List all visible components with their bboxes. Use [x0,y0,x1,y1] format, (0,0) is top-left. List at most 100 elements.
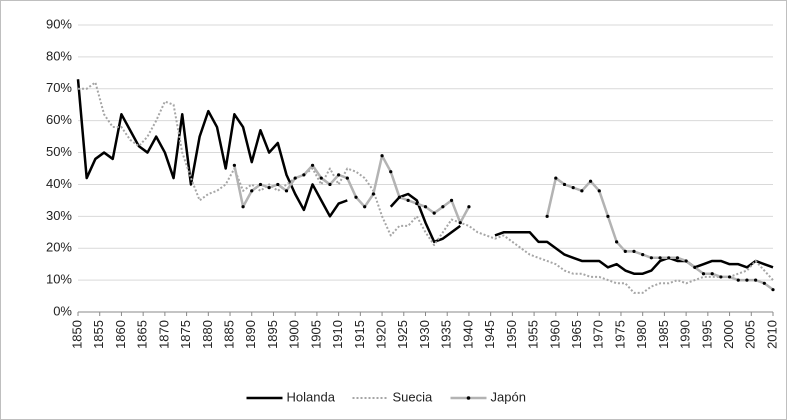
x-tick-label: 1880 [200,320,215,349]
marker [441,205,445,209]
y-tick-label: 50% [46,144,72,159]
x-tick-label: 2000 [721,320,736,349]
marker [745,278,749,282]
marker [380,154,384,158]
marker [580,189,584,193]
x-tick-label: 1995 [699,320,714,349]
marker [250,189,254,193]
x-tick-label: 1860 [113,320,128,349]
x-tick-label: 1975 [612,320,627,349]
marker [354,195,358,199]
marker [771,288,775,292]
marker [406,198,410,202]
marker [371,192,375,196]
marker [545,214,549,218]
marker [693,265,697,269]
marker [754,278,758,282]
marker [727,275,732,279]
x-tick-label: 1905 [308,320,323,349]
y-tick-label: 30% [46,208,72,223]
marker [258,182,263,187]
x-tick-label: 1930 [417,320,432,349]
marker [675,256,680,260]
x-tick-label: 2010 [764,320,779,349]
x-tick-label: 1875 [178,320,193,349]
marker [432,211,436,215]
marker [232,163,236,167]
marker [458,221,462,225]
y-tick-label: 70% [46,80,72,95]
x-tick-label: 1950 [504,320,519,349]
marker [667,256,671,260]
x-tick-label: 1940 [460,320,475,349]
y-tick-label: 80% [46,48,72,63]
y-tick-label: 20% [46,240,72,255]
x-tick-label: 1900 [287,320,302,349]
marker [562,182,567,187]
legend-label: Holanda [287,389,336,404]
marker [328,182,332,187]
x-tick-label: 1925 [395,320,410,349]
marker [658,256,662,260]
marker [293,176,297,180]
x-tick-label: 1960 [547,320,562,349]
x-tick-label: 1990 [678,320,693,349]
x-tick-label: 1920 [374,320,389,349]
x-tick-label: 1945 [482,320,497,349]
marker [363,205,367,209]
x-tick-label: 1910 [330,320,345,349]
y-tick-label: 60% [46,112,72,127]
legend-marker [466,396,471,400]
marker [415,201,419,206]
x-tick-label: 1980 [634,320,649,349]
marker [623,249,627,254]
marker [337,173,341,177]
legend-label: Japón [491,389,526,404]
y-tick-label: 40% [46,176,72,191]
marker [276,182,280,187]
marker [319,176,323,180]
marker [302,173,306,177]
x-tick-label: 1890 [243,320,258,349]
x-tick-label: 1965 [569,320,584,349]
x-tick-label: 1915 [352,320,367,349]
marker [649,256,653,260]
marker [597,189,601,193]
marker [632,249,636,254]
x-tick-label: 1985 [656,320,671,349]
marker [762,281,766,285]
y-tick-label: 90% [46,16,72,31]
marker [241,205,245,209]
x-tick-label: 1955 [526,320,541,349]
marker [701,272,706,276]
marker [588,179,593,183]
marker [397,195,402,199]
marker [615,240,619,244]
x-tick-label: 1935 [439,320,454,349]
x-tick-label: 1865 [135,320,150,349]
marker [423,205,428,209]
legend-label: Suecia [393,389,434,404]
y-tick-label: 0% [53,303,72,318]
marker [641,253,645,257]
series-line [76,79,774,275]
marker [284,189,289,193]
x-tick-label: 1855 [91,320,106,349]
x-tick-label: 1850 [69,320,84,349]
y-tick-label: 10% [46,272,72,287]
marker [719,275,723,279]
marker [267,186,271,190]
marker [684,259,688,263]
marker [571,186,575,190]
x-tick-label: 1885 [221,320,236,349]
x-tick-label: 2005 [743,320,758,349]
marker [710,272,714,276]
marker [449,198,454,202]
marker [345,176,349,180]
marker [736,278,740,282]
x-tick-label: 1970 [591,320,606,349]
series-line [78,81,774,294]
x-tick-label: 1895 [265,320,280,349]
